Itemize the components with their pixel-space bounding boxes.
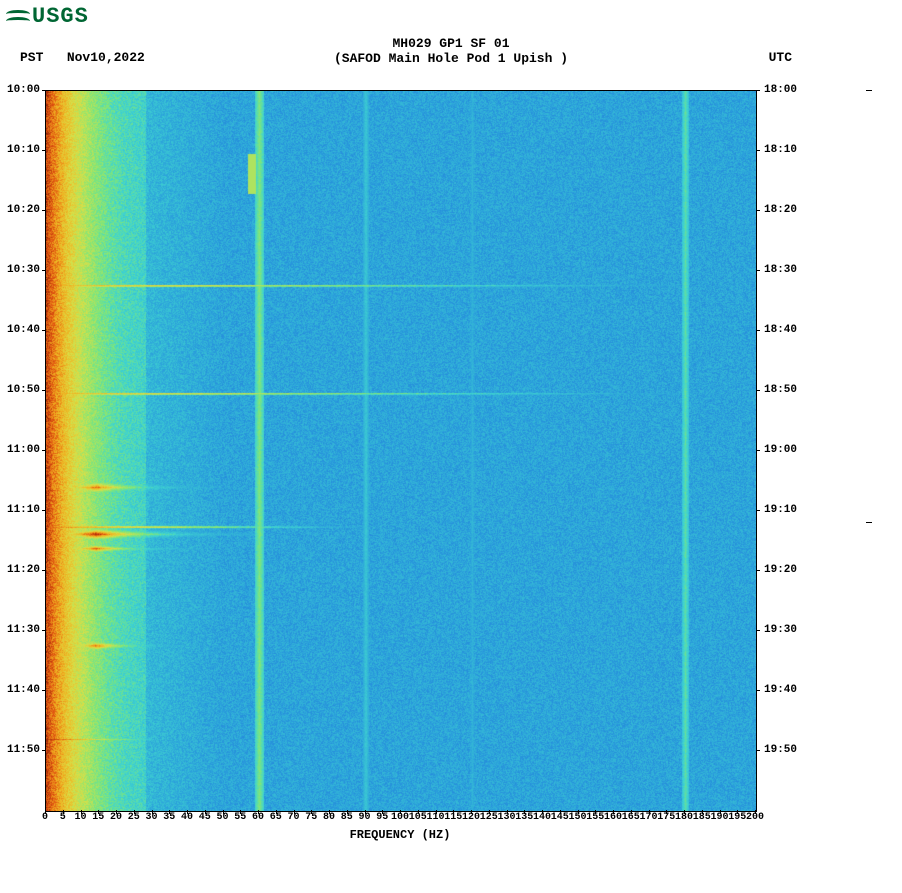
y-left-tick: 11:40 <box>7 684 40 696</box>
y-right-tick: 19:00 <box>764 444 797 456</box>
y-right-tick: 19:20 <box>764 564 797 576</box>
colorbar-tick <box>866 90 872 91</box>
header-right-zone: UTC <box>769 50 792 65</box>
spectrogram-canvas <box>46 91 756 811</box>
y-left-tick: 10:10 <box>7 144 40 156</box>
y-left-tick: 10:20 <box>7 204 40 216</box>
usgs-logo-text: USGS <box>32 4 89 29</box>
y-right-tick: 18:10 <box>764 144 797 156</box>
y-left-tick: 11:20 <box>7 564 40 576</box>
colorbar-area <box>868 90 872 810</box>
y-left-tick: 11:00 <box>7 444 40 456</box>
y-axis-left-pst: 10:0010:1010:2010:3010:4010:5011:0011:10… <box>0 90 42 810</box>
left-tz: PST <box>20 50 43 65</box>
y-left-tick: 11:50 <box>7 744 40 756</box>
y-left-tick: 10:00 <box>7 84 40 96</box>
y-left-tick: 11:10 <box>7 504 40 516</box>
colorbar-tick <box>866 522 872 523</box>
y-left-tick: 10:30 <box>7 264 40 276</box>
usgs-wave-icon <box>6 8 30 26</box>
y-right-tick: 19:40 <box>764 684 797 696</box>
usgs-logo: USGS <box>6 4 89 29</box>
y-right-tick: 19:50 <box>764 744 797 756</box>
y-right-tick: 19:10 <box>764 504 797 516</box>
y-left-tick: 10:40 <box>7 324 40 336</box>
right-tz: UTC <box>769 50 792 65</box>
y-axis-right-utc: 18:0018:1018:2018:3018:4018:5019:0019:10… <box>760 90 810 810</box>
y-right-tick: 18:40 <box>764 324 797 336</box>
header-date: Nov10,2022 <box>67 50 145 65</box>
y-left-tick: 10:50 <box>7 384 40 396</box>
y-right-tick: 18:50 <box>764 384 797 396</box>
y-right-tick: 19:30 <box>764 624 797 636</box>
title-line1: MH029 GP1 SF 01 <box>0 36 902 51</box>
y-right-tick: 18:00 <box>764 84 797 96</box>
y-right-tick: 18:30 <box>764 264 797 276</box>
spectrogram-plot <box>45 90 757 812</box>
y-right-tick: 18:20 <box>764 204 797 216</box>
x-axis-label: FREQUENCY (HZ) <box>45 828 755 842</box>
y-left-tick: 11:30 <box>7 624 40 636</box>
header-left-zone: PST Nov10,2022 <box>20 50 145 65</box>
